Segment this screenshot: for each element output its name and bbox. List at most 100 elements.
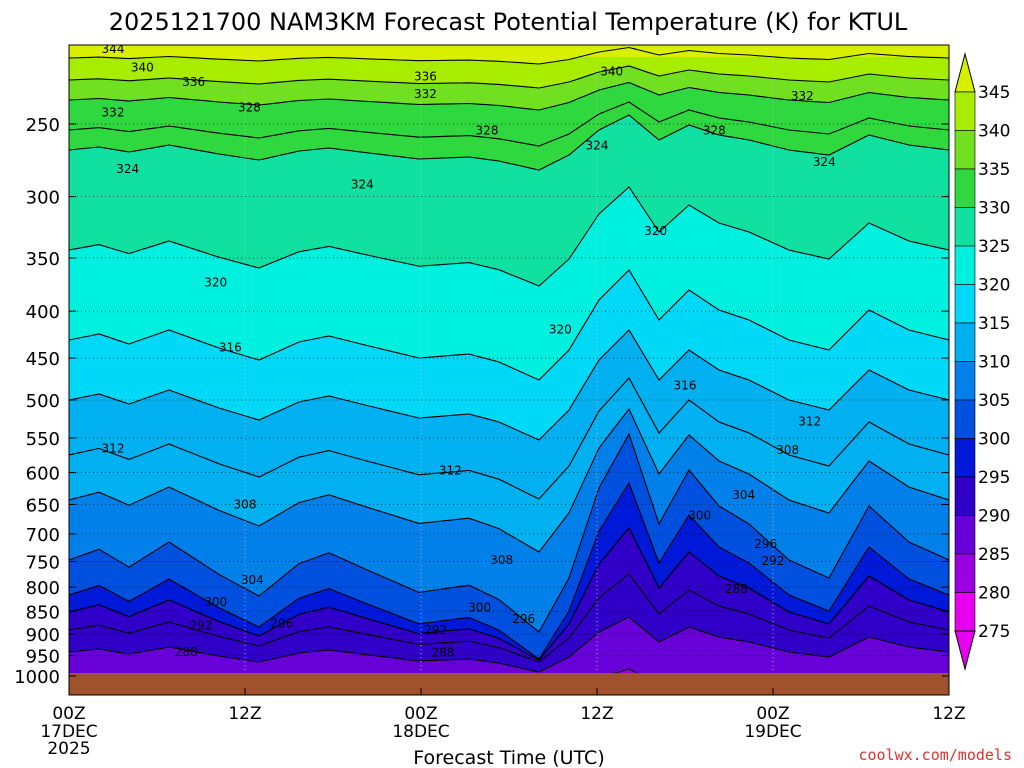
color-bar-label: 330 [978, 199, 1010, 219]
credit-text: coolwx.com/models [858, 746, 1012, 764]
y-tick-label: 900 [26, 625, 60, 646]
plot-border [68, 44, 950, 696]
contour-label: 324 [116, 162, 139, 176]
y-tick-label: 550 [26, 429, 60, 450]
contour-label: 308 [234, 497, 257, 511]
color-bar-label: 345 [978, 83, 1010, 103]
color-bar-segment [954, 476, 976, 516]
y-tick-label: 250 [26, 115, 60, 136]
x-tick-label: 00Z [756, 704, 789, 724]
contour-line [69, 186, 949, 287]
color-band [615, 669, 637, 673]
color-bar-segment [954, 438, 976, 478]
contour-line [69, 573, 949, 663]
contour-line [69, 114, 949, 171]
contour-label: 288 [432, 646, 455, 660]
color-bar-label: 305 [978, 391, 1010, 411]
contour-label: 332 [791, 89, 814, 103]
color-bar-label: 315 [978, 314, 1010, 334]
contour-label: 316 [219, 340, 242, 354]
contour-lines [69, 37, 949, 673]
x-tick-label: 00Z [52, 704, 85, 724]
color-bar-segment [954, 553, 976, 593]
y-tick-label: 700 [26, 525, 60, 546]
y-tick-label: 650 [26, 495, 60, 516]
contour-line [69, 269, 949, 381]
y-tick-label: 750 [26, 552, 60, 573]
contour-label: 296 [270, 616, 293, 630]
contour-label: 340 [600, 64, 623, 78]
contour-line [69, 46, 949, 65]
x-tick-date: 19DEC [744, 722, 801, 742]
color-bar-label: 325 [978, 237, 1010, 257]
contour-label: 324 [351, 177, 374, 191]
contour-label: 340 [131, 61, 154, 75]
contour-label: 304 [732, 488, 755, 502]
chart-title: 2025121700 NAM3KM Forecast Potential Tem… [109, 8, 908, 36]
contour-label: 304 [241, 573, 264, 587]
color-bar-label: 335 [978, 160, 1010, 180]
contour-label: 296 [754, 537, 777, 551]
y-tick-label: 500 [26, 391, 60, 412]
x-tick-date: 18DEC [392, 722, 449, 742]
contour-label: 288 [175, 645, 198, 659]
contour-label: 300 [688, 508, 711, 522]
contour-line [69, 527, 949, 661]
x-tick-date: 17DEC [40, 722, 97, 742]
color-bar-segment [954, 361, 976, 401]
contour-label: 328 [238, 101, 261, 115]
y-tick-label: 400 [26, 302, 60, 323]
y-tick-label: 450 [26, 349, 60, 370]
contour-label: 308 [776, 443, 799, 457]
color-bar-label: 295 [978, 468, 1010, 488]
color-band [69, 45, 949, 57]
color-bar-label: 340 [978, 122, 1010, 142]
contour-label: 308 [490, 553, 513, 567]
y-tick-label: 800 [26, 578, 60, 599]
contour-label: 336 [414, 70, 437, 84]
x-tick-label: 12Z [580, 704, 613, 724]
contour-label: 336 [182, 75, 205, 89]
color-bar-segment [954, 168, 976, 208]
contour-line [69, 37, 949, 43]
pressure-axis: 2503003504004505005506006507007508008509… [14, 115, 949, 688]
contour-label: 296 [512, 612, 535, 626]
contour-label: 320 [204, 275, 227, 289]
color-bar-segment [954, 284, 976, 324]
x-tick-label: 00Z [404, 704, 437, 724]
color-bar-label: 275 [978, 622, 1010, 642]
y-tick-label: 850 [26, 602, 60, 623]
contour-label: 312 [798, 415, 821, 429]
contour-label: 328 [703, 123, 726, 137]
contour-line [69, 377, 949, 500]
contour-label: 324 [813, 155, 836, 169]
contour-line [69, 81, 949, 111]
color-bar-bottom-arrow [954, 630, 976, 671]
contour-label: 312 [439, 464, 462, 478]
color-bar-segment [954, 322, 976, 362]
color-bands [69, 45, 949, 673]
contour-label: 324 [586, 139, 609, 153]
contour-line [69, 329, 949, 441]
contour-label: 292 [190, 619, 213, 633]
y-tick-label: 1000 [14, 667, 60, 688]
color-bar-label: 280 [978, 584, 1010, 604]
color-bar-segment [954, 91, 976, 131]
contour-label: 292 [424, 623, 447, 637]
contour-label: 316 [674, 378, 697, 392]
contour-label: 312 [102, 442, 125, 456]
grid-lines [69, 45, 949, 695]
contour-label: 332 [102, 106, 125, 120]
contour-label: 288 [725, 582, 748, 596]
y-tick-label: 600 [26, 464, 60, 485]
color-bar-label: 285 [978, 545, 1010, 565]
contour-line [69, 432, 949, 633]
y-tick-label: 950 [26, 647, 60, 668]
contour-label: 328 [476, 123, 499, 137]
color-bar-segment [954, 207, 976, 247]
contour-label: 320 [549, 323, 572, 337]
contour-label: 332 [414, 87, 437, 101]
plot-area: 344 340 336 332 328 324 324 336 332 328 340 324 328 3… [69, 37, 949, 695]
x-tick-year: 2025 [47, 739, 90, 759]
